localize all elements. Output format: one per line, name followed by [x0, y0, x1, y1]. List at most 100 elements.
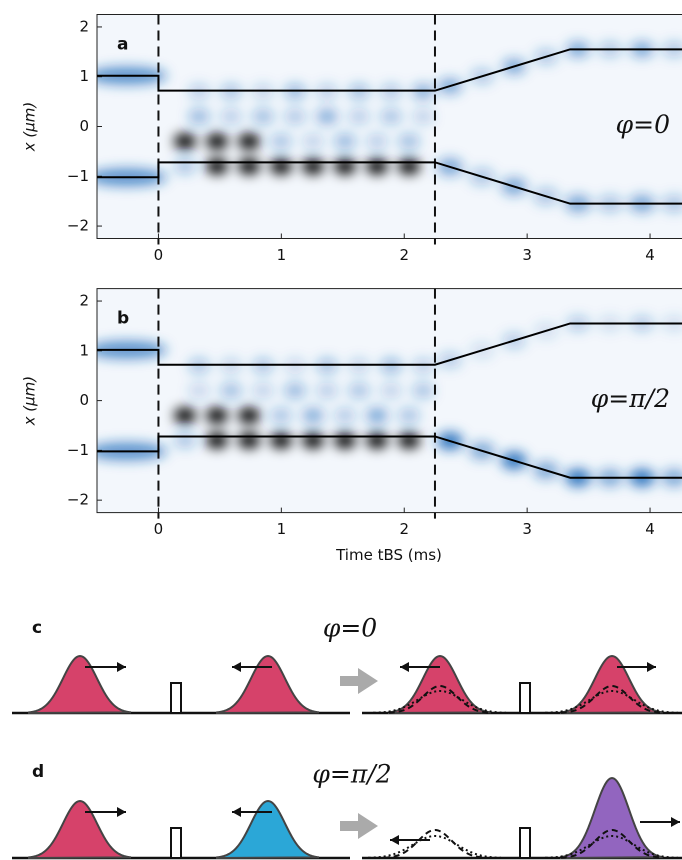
density-blob	[206, 133, 228, 150]
phase-label: φ=π/2	[312, 760, 391, 789]
barrier	[519, 827, 531, 859]
x-tick-label: 3	[522, 520, 532, 538]
density-blob	[366, 158, 388, 175]
wavepacket	[545, 834, 679, 859]
density-blob	[188, 382, 210, 399]
x-tick-label: 1	[277, 246, 287, 264]
y-tick-label: 2	[79, 292, 89, 310]
arrow-head	[671, 817, 680, 827]
density-blob	[366, 432, 388, 449]
y-tick-label: −1	[67, 441, 89, 459]
x-tick-label: 2	[399, 520, 409, 538]
density-blob	[380, 108, 402, 125]
y-tick-label: 1	[79, 341, 89, 359]
wavepacket	[216, 654, 320, 715]
density-blob	[174, 158, 196, 175]
process-arrow	[340, 668, 378, 694]
arrow-head	[232, 807, 241, 817]
wavepacket	[560, 684, 664, 714]
density-blob	[316, 108, 338, 125]
process-arrow	[340, 813, 378, 839]
panel-label: d	[32, 762, 44, 782]
density-blob	[334, 432, 356, 449]
x-tick-label: 2	[399, 246, 409, 264]
barrier	[170, 827, 182, 859]
density-blob	[334, 407, 356, 424]
panel-label: b	[117, 309, 129, 329]
density-blob	[380, 382, 402, 399]
annotation: φ=0	[616, 110, 670, 139]
wavepacket	[388, 654, 492, 715]
density-blob	[206, 432, 228, 449]
density-blob	[174, 432, 196, 449]
trap-line	[97, 435, 682, 479]
density-blob	[302, 432, 324, 449]
arrow-head	[232, 662, 241, 672]
trap-line	[97, 322, 682, 366]
barrier	[519, 682, 531, 714]
density-blob	[174, 133, 196, 150]
wavepacket	[560, 776, 664, 860]
y-tick-label: −1	[67, 167, 89, 185]
density-blob	[238, 133, 260, 150]
density-blob	[316, 382, 338, 399]
density-blob	[270, 432, 292, 449]
density-blob	[220, 382, 242, 399]
y-tick-label: −2	[67, 491, 89, 509]
y-tick-label: −2	[67, 217, 89, 235]
wavepacket	[388, 684, 492, 714]
density-blob	[412, 382, 434, 399]
panel-label: c	[32, 618, 42, 638]
x-tick-label: 4	[645, 246, 655, 264]
density-blob	[220, 108, 242, 125]
x-tick-label: 0	[154, 246, 164, 264]
y-axis-label: x (μm)	[21, 376, 39, 427]
phase-label: φ=0	[323, 614, 377, 643]
x-tick-label: 3	[522, 246, 532, 264]
arrow-head	[400, 662, 409, 672]
density-blob	[174, 407, 196, 424]
wavepacket	[28, 654, 132, 715]
wavepacket	[545, 689, 679, 714]
density-blob	[252, 108, 274, 125]
arrow-head	[390, 835, 399, 845]
wavepacket	[373, 689, 507, 714]
wavepacket	[560, 828, 664, 859]
density-blob	[334, 158, 356, 175]
x-tick-label: 4	[645, 520, 655, 538]
x-tick-label: 0	[154, 520, 164, 538]
density-blob	[398, 158, 420, 175]
y-tick-label: 1	[79, 67, 89, 85]
arrow-head	[647, 662, 656, 672]
y-tick-label: 0	[79, 117, 89, 135]
density-blob	[366, 407, 388, 424]
arrow-head	[117, 807, 126, 817]
density-blob	[238, 407, 260, 424]
density-blob	[206, 407, 228, 424]
wavepacket	[383, 828, 487, 859]
density-blob	[284, 382, 306, 399]
density-blob	[284, 108, 306, 125]
density-blob	[302, 133, 324, 150]
y-axis-label: x (μm)	[21, 102, 39, 153]
annotation: φ=π/2	[591, 384, 670, 413]
density-blob	[398, 133, 420, 150]
x-axis-label: Time tBS (ms)	[335, 546, 442, 564]
density-blob	[334, 133, 356, 150]
density-blob	[348, 382, 370, 399]
trap-line	[97, 48, 682, 92]
plot-background	[97, 14, 682, 239]
density-blob	[270, 407, 292, 424]
density-blob	[270, 158, 292, 175]
density-blob	[412, 108, 434, 125]
wavepacket	[560, 654, 664, 715]
density-blob	[238, 158, 260, 175]
density-blob	[270, 133, 292, 150]
wavepacket	[368, 834, 502, 859]
density-blob	[206, 158, 228, 175]
arrow-head	[117, 662, 126, 672]
y-tick-label: 2	[79, 17, 89, 35]
density-blob	[238, 432, 260, 449]
density-blob	[398, 407, 420, 424]
wavepacket	[216, 799, 320, 860]
